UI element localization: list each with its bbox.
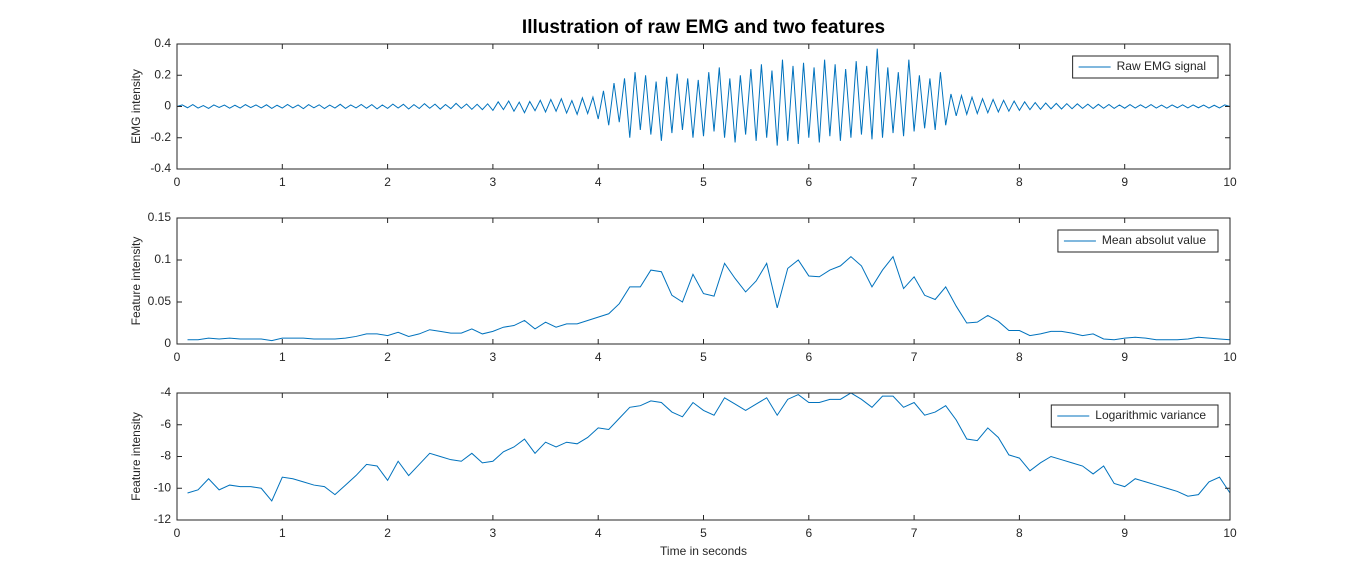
- x-tick-label: 9: [1121, 526, 1128, 540]
- y-tick-label: 0: [164, 336, 171, 350]
- x-tick-label: 4: [595, 175, 602, 189]
- data-line: [187, 255, 1231, 342]
- x-axis-label: Time in seconds: [660, 544, 747, 558]
- x-tick-label: 3: [490, 526, 497, 540]
- x-tick-label: 10: [1223, 526, 1237, 540]
- x-tick-label: 9: [1121, 175, 1128, 189]
- legend-label: Mean absolut value: [1102, 233, 1206, 247]
- x-tick-label: 6: [805, 175, 812, 189]
- x-tick-label: 8: [1016, 350, 1023, 364]
- x-tick-label: 0: [174, 526, 181, 540]
- x-tick-label: 5: [700, 526, 707, 540]
- y-tick-label: 0: [164, 99, 171, 113]
- legend: [1072, 55, 1219, 79]
- x-tick-label: 7: [911, 350, 918, 364]
- x-tick-label: 5: [700, 350, 707, 364]
- x-tick-label: 0: [174, 175, 181, 189]
- y-tick-label: 0.05: [148, 294, 172, 308]
- y-tick-label: 0.2: [154, 67, 171, 81]
- x-tick-label: 10: [1223, 350, 1237, 364]
- y-axis-label: EMG intensity: [129, 69, 143, 144]
- x-tick-label: 7: [911, 526, 918, 540]
- y-axis-label: Feature intensity: [129, 412, 143, 501]
- x-tick-label: 2: [384, 526, 391, 540]
- data-line: [176, 48, 1231, 146]
- x-tick-label: 6: [805, 526, 812, 540]
- y-tick-label: 0.1: [154, 252, 171, 266]
- x-tick-label: 3: [490, 350, 497, 364]
- chart-title: Illustration of raw EMG and two features: [522, 17, 885, 38]
- y-tick-label: -10: [154, 480, 172, 494]
- plot-area: [177, 218, 1230, 344]
- x-tick-label: 6: [805, 350, 812, 364]
- x-tick-label: 8: [1016, 175, 1023, 189]
- x-tick-label: 7: [911, 175, 918, 189]
- y-tick-label: 0.4: [154, 36, 171, 50]
- data-line: [187, 392, 1231, 502]
- y-tick-label: -4: [160, 385, 171, 399]
- y-tick-label: -0.2: [150, 130, 171, 144]
- legend: [1050, 404, 1219, 428]
- y-tick-label: -8: [160, 449, 171, 463]
- x-tick-label: 5: [700, 175, 707, 189]
- y-tick-label: -0.4: [150, 161, 171, 175]
- x-tick-label: 2: [384, 350, 391, 364]
- y-tick-label: -12: [154, 512, 172, 526]
- x-tick-label: 8: [1016, 526, 1023, 540]
- x-tick-label: 4: [595, 526, 602, 540]
- x-tick-label: 1: [279, 175, 286, 189]
- x-tick-label: 9: [1121, 350, 1128, 364]
- legend-label: Logarithmic variance: [1095, 408, 1206, 422]
- y-tick-label: 0.15: [148, 210, 172, 224]
- x-tick-label: 10: [1223, 175, 1237, 189]
- x-tick-label: 2: [384, 175, 391, 189]
- legend-label: Raw EMG signal: [1117, 59, 1206, 73]
- x-tick-label: 3: [490, 175, 497, 189]
- x-tick-label: 4: [595, 350, 602, 364]
- x-tick-label: 1: [279, 526, 286, 540]
- x-tick-label: 1: [279, 350, 286, 364]
- y-axis-label: Feature intensity: [129, 237, 143, 326]
- plot-area: [177, 44, 1230, 169]
- legend: [1057, 229, 1219, 253]
- y-tick-label: -6: [160, 417, 171, 431]
- x-tick-label: 0: [174, 350, 181, 364]
